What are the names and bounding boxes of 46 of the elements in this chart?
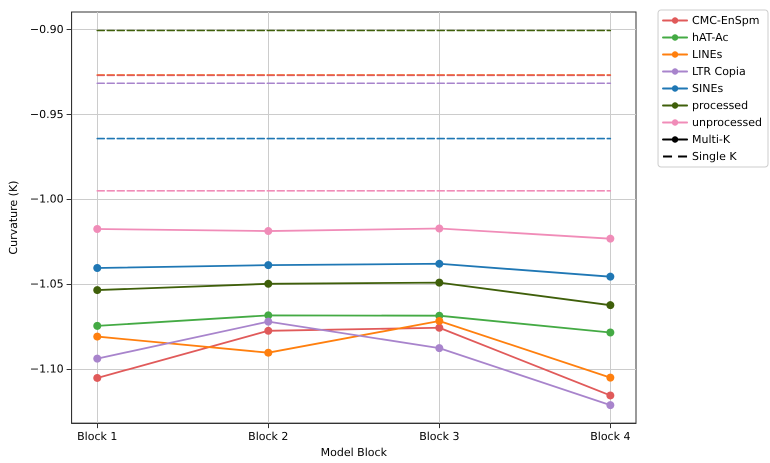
point	[264, 227, 272, 236]
point	[264, 261, 272, 270]
y-tick-label: −0.90	[30, 22, 64, 36]
legend-label: SINEs	[692, 82, 724, 95]
point	[93, 264, 102, 272]
point	[606, 401, 614, 410]
point	[264, 326, 272, 335]
legend-label: hAT-Ac	[692, 31, 729, 44]
x-tick-label: Block 2	[248, 430, 288, 444]
point	[606, 234, 614, 243]
point	[264, 348, 272, 357]
point	[264, 318, 272, 326]
legend-label: LINEs	[692, 48, 723, 61]
point	[93, 286, 102, 294]
legend-label: processed	[692, 99, 748, 112]
point	[606, 374, 614, 382]
y-tick-label: −1.00	[30, 192, 64, 206]
point	[93, 354, 102, 363]
point	[93, 332, 102, 341]
point	[435, 324, 444, 332]
point	[606, 272, 614, 281]
y-tick-label: −1.05	[30, 277, 64, 290]
x-tick-label: Block 1	[77, 430, 118, 444]
point	[435, 260, 444, 268]
y-axis-title: Curvature (K)	[7, 180, 20, 255]
point	[435, 344, 444, 352]
y-tick-label: −0.95	[30, 108, 64, 121]
point	[435, 278, 444, 287]
point	[93, 374, 102, 382]
x-axis-title: Model Block	[320, 446, 388, 459]
legend-label: CMC-EnSpm	[692, 14, 760, 27]
point	[93, 225, 102, 233]
point	[606, 328, 614, 336]
point	[264, 280, 272, 288]
y-tick-label: −1.10	[30, 362, 64, 376]
legend-label: unprocessed	[692, 116, 762, 129]
x-tick-label: Block 3	[419, 430, 460, 444]
legend-label: LTR Copia	[692, 65, 746, 78]
x-tick-label: Block 4	[590, 430, 630, 444]
point	[606, 301, 614, 310]
point	[606, 391, 614, 400]
legend-label: Multi-K	[692, 133, 731, 146]
point	[435, 316, 444, 325]
legend-label: Single K	[692, 150, 738, 163]
point	[435, 224, 444, 232]
point	[93, 322, 102, 330]
